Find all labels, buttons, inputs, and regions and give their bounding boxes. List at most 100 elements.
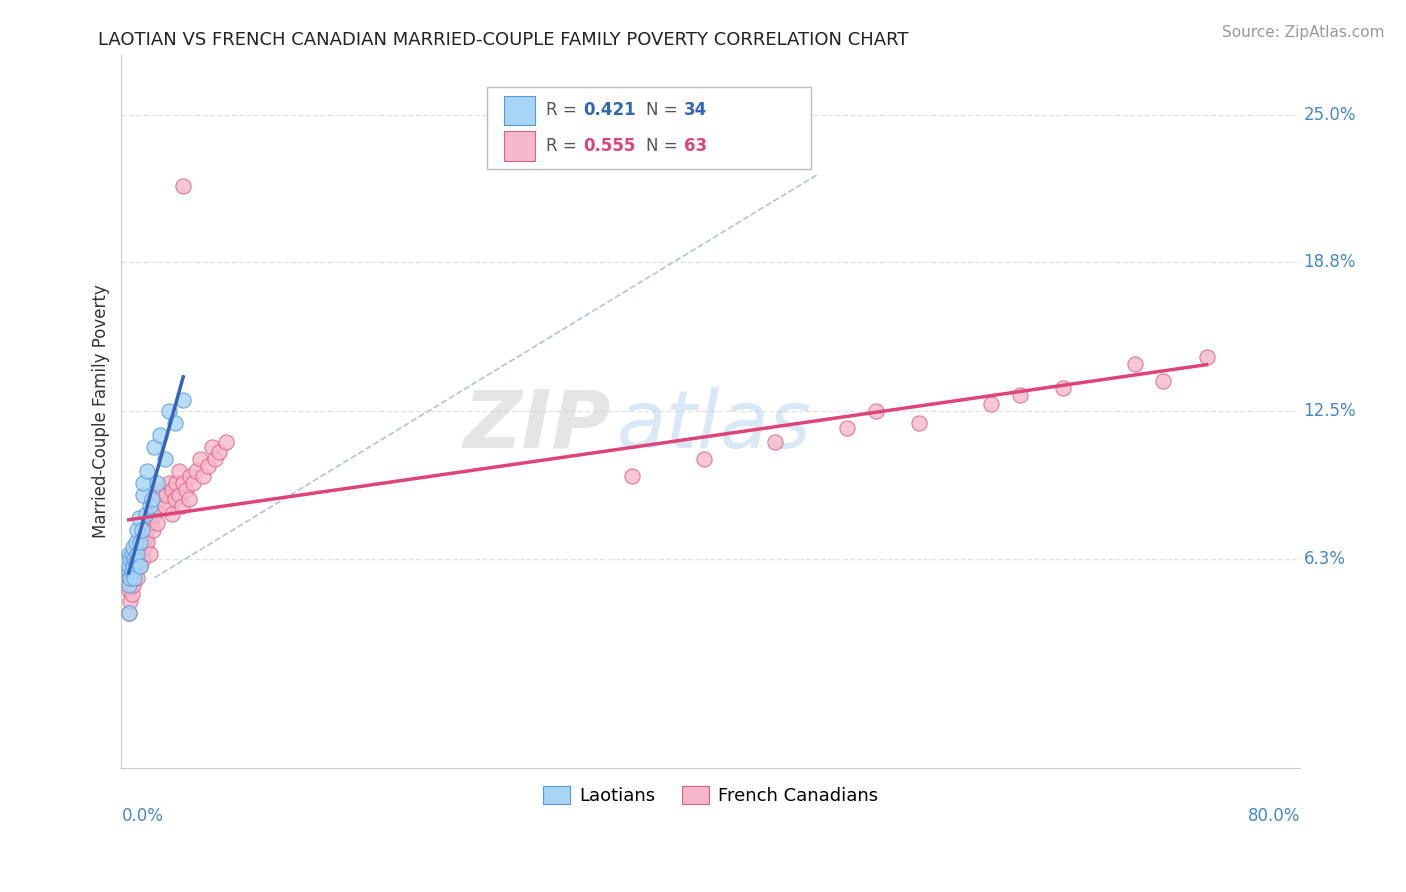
FancyBboxPatch shape <box>505 130 536 161</box>
French Canadians <box>121 587 143 601</box>
Laotians <box>117 547 139 561</box>
French Canadians <box>167 487 190 501</box>
Text: 6.3%: 6.3% <box>1303 549 1346 567</box>
Laotians <box>124 551 146 566</box>
French Canadians <box>1195 350 1218 364</box>
Legend: Laotians, French Canadians: Laotians, French Canadians <box>536 779 886 812</box>
French Canadians <box>122 578 145 592</box>
French Canadians <box>135 530 157 544</box>
Text: R =: R = <box>546 102 582 120</box>
French Canadians <box>201 440 224 454</box>
French Canadians <box>141 511 163 525</box>
Text: ZIP: ZIP <box>463 386 610 465</box>
Laotians <box>153 451 176 466</box>
Laotians <box>120 571 142 585</box>
French Canadians <box>139 547 162 561</box>
French Canadians <box>1123 357 1146 371</box>
Laotians <box>127 523 149 537</box>
Text: R =: R = <box>546 136 582 154</box>
Laotians <box>129 558 152 573</box>
Laotians <box>127 547 149 561</box>
French Canadians <box>186 464 208 478</box>
Laotians <box>117 564 139 578</box>
French Canadians <box>153 500 176 514</box>
FancyBboxPatch shape <box>505 95 536 126</box>
French Canadians <box>837 421 859 435</box>
French Canadians <box>150 483 173 497</box>
French Canadians <box>980 397 1002 411</box>
Laotians <box>128 511 150 525</box>
Laotians <box>117 558 139 573</box>
French Canadians <box>692 451 714 466</box>
French Canadians <box>131 547 153 561</box>
FancyBboxPatch shape <box>486 87 811 169</box>
Text: 0.555: 0.555 <box>583 136 636 154</box>
Text: LAOTIAN VS FRENCH CANADIAN MARRIED-COUPLE FAMILY POVERTY CORRELATION CHART: LAOTIAN VS FRENCH CANADIAN MARRIED-COUPL… <box>98 31 908 49</box>
Text: N =: N = <box>645 102 683 120</box>
Laotians <box>143 440 166 454</box>
French Canadians <box>174 483 197 497</box>
French Canadians <box>136 535 159 549</box>
French Canadians <box>1052 381 1074 395</box>
Laotians <box>163 417 186 431</box>
French Canadians <box>908 417 931 431</box>
Laotians <box>117 578 139 592</box>
Laotians <box>146 475 169 490</box>
Laotians <box>117 607 139 621</box>
French Canadians <box>117 607 139 621</box>
French Canadians <box>117 582 139 597</box>
French Canadians <box>163 492 186 507</box>
French Canadians <box>172 178 194 193</box>
Laotians <box>122 540 145 554</box>
French Canadians <box>121 571 143 585</box>
French Canadians <box>172 475 194 490</box>
French Canadians <box>197 458 219 473</box>
Text: 80.0%: 80.0% <box>1247 807 1301 825</box>
Text: 0.421: 0.421 <box>583 102 636 120</box>
Y-axis label: Married-Couple Family Poverty: Married-Couple Family Poverty <box>93 285 110 538</box>
Laotians <box>135 507 157 521</box>
Laotians <box>121 547 143 561</box>
Laotians <box>141 492 163 507</box>
French Canadians <box>145 500 167 514</box>
Laotians <box>139 500 162 514</box>
French Canadians <box>125 558 148 573</box>
French Canadians <box>149 492 172 507</box>
French Canadians <box>160 507 183 521</box>
French Canadians <box>132 551 155 566</box>
Laotians <box>132 487 155 501</box>
Text: 25.0%: 25.0% <box>1303 105 1355 123</box>
Text: 0.0%: 0.0% <box>121 807 163 825</box>
French Canadians <box>179 468 201 483</box>
Laotians <box>131 523 153 537</box>
French Canadians <box>142 523 165 537</box>
Text: 63: 63 <box>683 136 707 154</box>
French Canadians <box>620 468 643 483</box>
Laotians <box>121 564 143 578</box>
French Canadians <box>132 535 155 549</box>
Laotians <box>132 475 155 490</box>
French Canadians <box>167 464 190 478</box>
French Canadians <box>157 475 180 490</box>
French Canadians <box>146 516 169 530</box>
French Canadians <box>143 507 166 521</box>
French Canadians <box>139 516 162 530</box>
French Canadians <box>117 571 139 585</box>
Text: atlas: atlas <box>616 386 811 465</box>
French Canadians <box>208 445 231 459</box>
French Canadians <box>177 492 200 507</box>
Laotians <box>122 558 145 573</box>
Laotians <box>125 535 148 549</box>
Laotians <box>125 554 148 568</box>
Laotians <box>157 404 180 418</box>
Laotians <box>172 392 194 407</box>
Laotians <box>129 535 152 549</box>
French Canadians <box>193 468 215 483</box>
Text: Source: ZipAtlas.com: Source: ZipAtlas.com <box>1222 25 1385 40</box>
French Canadians <box>160 483 183 497</box>
Laotians <box>124 571 146 585</box>
Laotians <box>149 428 172 442</box>
French Canadians <box>763 435 786 450</box>
French Canadians <box>1152 374 1174 388</box>
French Canadians <box>155 487 177 501</box>
